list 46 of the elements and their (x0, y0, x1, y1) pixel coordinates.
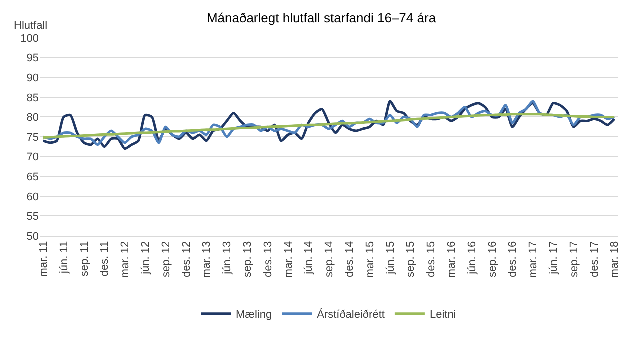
legend-label: Mæling (236, 309, 272, 322)
x-tick-label: jún. 15 (384, 241, 397, 276)
legend-label: Leitni (430, 309, 456, 322)
y-tick-label: 50 (26, 230, 39, 243)
x-tick-label: sep. 11 (78, 241, 91, 277)
x-tick-label: sep. 15 (405, 241, 418, 278)
x-tick-label: mar. 13 (201, 241, 214, 278)
y-tick-label: 55 (26, 211, 39, 224)
x-tick-label: mar. 12 (120, 241, 132, 278)
x-tick-label: sep. 13 (242, 241, 254, 278)
x-tick-label: des. 12 (180, 241, 193, 278)
x-tick-label: sep. 16 (486, 241, 499, 278)
x-tick-label: jún. 14 (303, 241, 316, 276)
x-tick-label: des. 17 (588, 241, 601, 278)
y-tick-label: 75 (26, 132, 39, 144)
y-tick-label: 100 (20, 32, 39, 45)
x-tick-label: sep. 14 (324, 241, 336, 278)
y-axis-title: Hlutfall (14, 20, 48, 32)
x-tick-label: jún. 17 (548, 241, 560, 276)
y-tick-label: 90 (26, 72, 39, 84)
x-tick-label: sep. 12 (160, 241, 172, 278)
x-tick-label: jún. 11 (58, 241, 70, 275)
x-tick-label: mar. 15 (364, 241, 376, 278)
x-tick-label: mar. 14 (282, 241, 295, 278)
x-tick-label: mar. 11 (38, 241, 50, 278)
x-tick-label: des. 16 (507, 241, 520, 278)
x-tick-label: mar. 18 (609, 241, 622, 278)
x-tick-label: mar. 16 (446, 241, 458, 278)
x-tick-label: des. 13 (262, 241, 274, 278)
y-tick-label: 70 (26, 152, 39, 164)
y-tick-label: 80 (26, 112, 39, 124)
y-tick-label: 95 (26, 52, 39, 65)
line-series (42, 113, 616, 140)
y-tick-label: 60 (26, 191, 39, 204)
legend-label: Árstíðaleiðrétt (317, 308, 385, 322)
y-tick-label: 65 (26, 171, 39, 184)
x-tick-label: jún. 16 (466, 241, 478, 276)
x-tick-label: des. 15 (426, 241, 438, 278)
x-tick-label: sep. 17 (568, 241, 580, 278)
x-tick-label: mar. 17 (528, 241, 540, 278)
chart-title: Mánaðarlegt hlutfall starfandi 16–74 ára (206, 10, 437, 26)
y-tick-label: 85 (26, 92, 39, 104)
x-tick-label: jún. 13 (222, 241, 234, 276)
x-tick-label: des. 11 (99, 241, 112, 277)
x-tick-label: des. 14 (344, 241, 356, 278)
x-tick-label: jún. 12 (140, 241, 152, 276)
